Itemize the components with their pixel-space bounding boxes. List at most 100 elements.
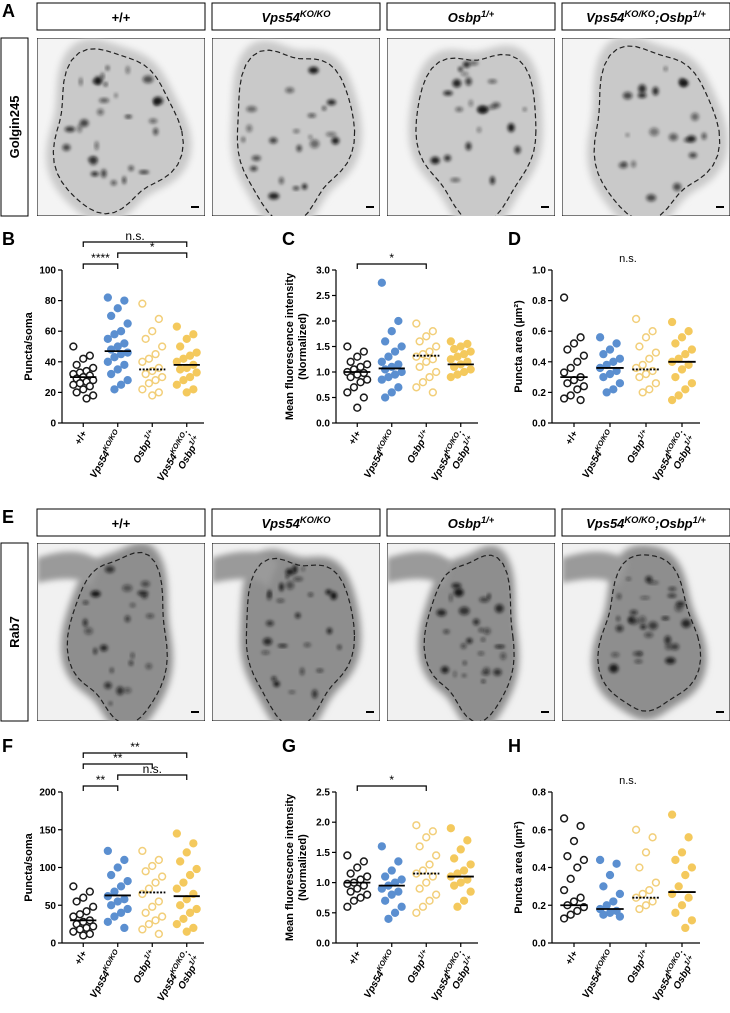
punctum: [276, 599, 285, 603]
y-tick-label: 0.0: [532, 939, 546, 950]
punctum: [615, 624, 624, 632]
punctum: [667, 593, 677, 598]
y-axis-label: Puncta area (µm²): [513, 821, 525, 914]
data-point: [363, 890, 372, 899]
data-point: [89, 902, 98, 911]
data-point: [418, 866, 428, 875]
y-tick-label: 0.8: [532, 296, 546, 307]
column-header-box: [561, 2, 730, 31]
punctum: [273, 681, 280, 687]
data-point: [343, 902, 352, 911]
text-segment: Vps54: [581, 449, 605, 480]
data-point: [158, 342, 167, 351]
punctum: [640, 624, 647, 630]
data-point: [79, 931, 88, 940]
data-point: [412, 908, 421, 917]
punctum: [268, 192, 280, 200]
punctum: [644, 632, 654, 638]
y-tick-label: 50: [45, 901, 57, 912]
data-point: [648, 327, 657, 336]
punctum: [90, 590, 101, 598]
punctum: [311, 689, 318, 699]
data-point: [189, 385, 198, 394]
punctum: [616, 616, 620, 622]
text-segment: +/+: [347, 429, 364, 447]
punctum: [122, 176, 126, 185]
data-point: [566, 391, 575, 400]
data-point: [459, 367, 469, 377]
y-tick-label: 150: [39, 825, 56, 836]
data-point: [359, 347, 369, 356]
data-point: [615, 889, 625, 899]
punctum: [443, 629, 450, 634]
data-point: [466, 860, 475, 869]
data-point: [356, 378, 365, 387]
data-point: [605, 908, 615, 917]
panel-letter: H: [508, 736, 521, 756]
text-segment: ;: [677, 949, 688, 957]
punctum: [326, 627, 333, 635]
punctum: [79, 77, 83, 86]
punctum: [638, 84, 647, 94]
data-point: [89, 922, 98, 931]
micrograph: [212, 543, 380, 721]
data-point: [172, 380, 182, 389]
data-point: [387, 388, 396, 397]
data-point: [158, 372, 167, 382]
data-point: [566, 874, 575, 883]
data-point: [573, 906, 582, 916]
data-point: [422, 878, 431, 887]
text-segment: Osbp: [176, 444, 198, 472]
data-point: [185, 908, 195, 917]
data-point: [687, 916, 697, 925]
data-point: [158, 912, 167, 921]
data-point: [107, 311, 116, 321]
punctum: [452, 79, 462, 88]
panel-letter: G: [282, 736, 296, 756]
punctum: [465, 142, 472, 151]
data-point: [645, 354, 654, 363]
data-point: [615, 379, 625, 388]
data-point: [466, 347, 475, 356]
punctum: [104, 565, 115, 573]
x-tick-label: Osbp1/+: [622, 947, 653, 986]
data-point: [154, 855, 164, 865]
punctum: [701, 132, 707, 140]
data-point: [635, 342, 644, 351]
punctum: [494, 645, 506, 649]
significance-label: **: [130, 740, 140, 754]
punctum: [89, 156, 98, 166]
text-segment: Osbp: [448, 10, 481, 25]
data-point: [103, 334, 112, 344]
significance-label: *: [389, 773, 394, 787]
data-point: [638, 360, 647, 370]
data-point: [182, 848, 191, 857]
data-point: [144, 354, 154, 363]
data-point: [346, 887, 355, 896]
punctum: [249, 165, 258, 172]
data-point: [463, 339, 472, 349]
punctum: [122, 584, 133, 592]
punctum: [331, 137, 340, 145]
punctum: [337, 644, 342, 650]
x-tick-label: Vps54KO/KO: [85, 947, 124, 1001]
superscript: KO/KO: [374, 427, 394, 452]
punctum: [617, 593, 622, 600]
punctum: [611, 652, 620, 658]
data-point: [599, 372, 608, 382]
punctum: [125, 66, 130, 74]
data-point: [113, 897, 122, 906]
data-point: [602, 388, 611, 397]
punctum: [110, 180, 117, 186]
data-point: [138, 299, 147, 308]
punctum: [292, 186, 300, 190]
data-point: [415, 842, 424, 851]
punctum: [487, 79, 497, 84]
punctum: [145, 663, 152, 670]
data-point: [381, 872, 390, 881]
data-point: [456, 845, 465, 854]
punctum: [296, 144, 302, 152]
data-point: [148, 861, 157, 871]
data-point: [453, 902, 462, 911]
cell-outline: [593, 45, 721, 216]
